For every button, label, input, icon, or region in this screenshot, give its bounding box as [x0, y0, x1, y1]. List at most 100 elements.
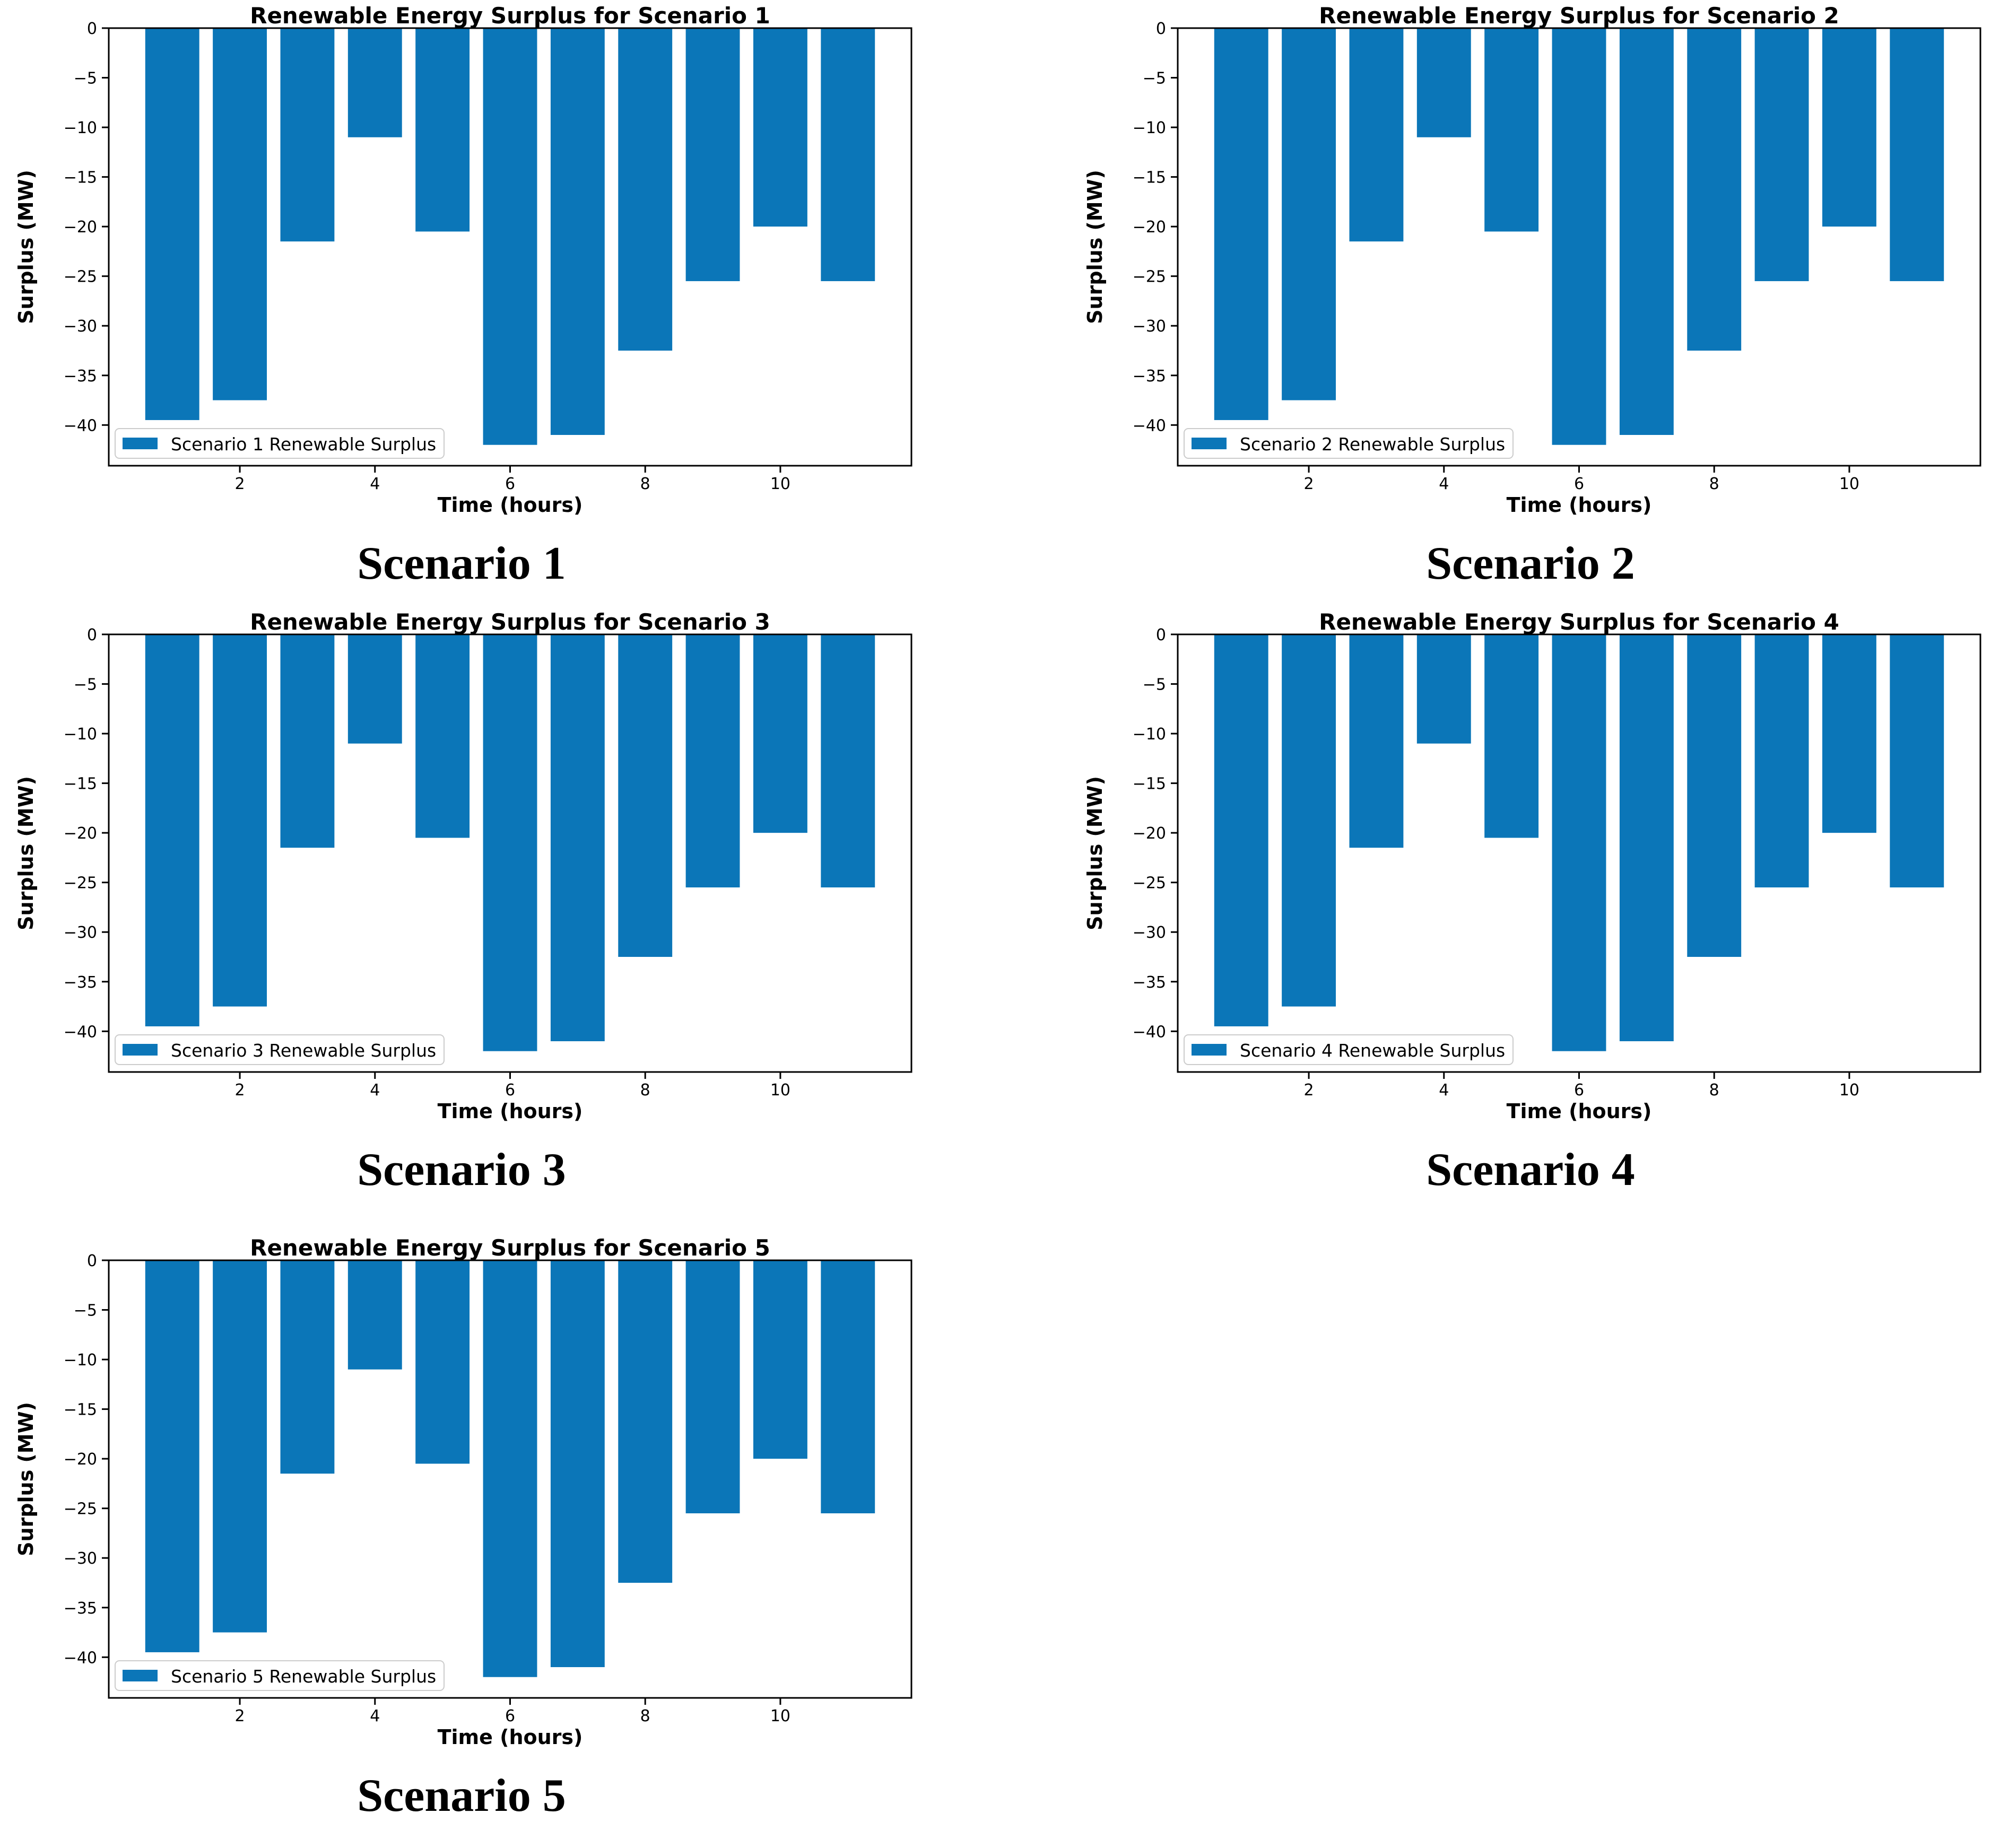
legend-label: Scenario 4 Renewable Surplus	[1240, 1040, 1505, 1061]
bar	[483, 634, 537, 1051]
y-tick-label: −35	[64, 1599, 97, 1618]
bar	[1619, 28, 1674, 435]
bar	[145, 28, 199, 420]
bar	[213, 28, 267, 400]
y-tick-label: −10	[1133, 119, 1166, 137]
y-tick-label: −25	[1133, 874, 1166, 893]
bar	[1687, 28, 1742, 351]
bar	[550, 634, 605, 1042]
y-tick-label: −5	[74, 1302, 97, 1320]
bar	[821, 634, 875, 888]
y-tick-label: −10	[64, 119, 97, 137]
bar	[685, 28, 740, 282]
scenario-3-panel: 2 4 6 8 10 0 −5 −10 −15 −20 −25 −30 −35 −40 Renewable …	[0, 606, 923, 1196]
x-tick-label: 2	[235, 1081, 245, 1100]
bar	[347, 634, 402, 744]
y-tick-label: 0	[87, 626, 97, 644]
y-tick-label: −40	[1133, 416, 1166, 435]
scenario-1-chart: 2 4 6 8 10 0 −5 −10 −15 −20 −25 −30 −35 −40 Renewable …	[0, 0, 923, 530]
y-tick-label: 0	[87, 20, 97, 38]
legend-box	[115, 428, 445, 459]
legend-swatch	[123, 1044, 158, 1056]
scenario-4-panel: 2 4 6 8 10 0 −5 −10 −15 −20 −25 −30 −35 −40 Renewable …	[1069, 606, 1991, 1196]
x-tick-label: 4	[370, 475, 380, 493]
x-tick-label: 6	[505, 1081, 515, 1100]
x-tick-label: 4	[1439, 1081, 1449, 1100]
x-tick-label: 8	[640, 475, 650, 493]
bar	[1687, 634, 1742, 957]
bar	[347, 28, 402, 137]
scenario-4-caption: Scenario 4	[1426, 1144, 1635, 1196]
x-tick-label: 4	[1439, 475, 1449, 493]
bar	[821, 28, 875, 282]
bar	[685, 1260, 740, 1514]
legend: Scenario 4 Renewable Surplus	[1184, 1034, 1514, 1065]
chart-title: Renewable Energy Surplus for Scenario 5	[250, 1235, 770, 1261]
legend-swatch	[1192, 438, 1227, 449]
y-tick-label: −35	[64, 973, 97, 992]
bars	[1214, 28, 1944, 445]
x-tick-label: 10	[770, 475, 790, 493]
bars	[145, 1260, 875, 1677]
x-tick-label: 8	[640, 1707, 650, 1725]
chart-svg: 2 4 6 8 10 0 −5 −10 −15 −20 −25 −30 −35 −40 Renewable …	[1083, 3, 1981, 517]
x-tick-label: 8	[640, 1081, 650, 1100]
bar	[618, 1260, 673, 1583]
y-tick-label: −15	[1133, 775, 1166, 794]
bar	[618, 634, 673, 957]
bar	[415, 634, 470, 838]
y-tick-label: −40	[1133, 1023, 1166, 1041]
bar	[483, 28, 537, 445]
x-tick-label: 8	[1709, 475, 1719, 493]
bar	[821, 1260, 875, 1514]
bar	[145, 1260, 199, 1652]
y-tick-label: −25	[64, 874, 97, 893]
chart-title: Renewable Energy Surplus for Scenario 1	[250, 3, 770, 29]
bar	[213, 634, 267, 1007]
bars	[1214, 634, 1944, 1051]
x-tick-label: 6	[505, 475, 515, 493]
scenario-2-chart: 2 4 6 8 10 0 −5 −10 −15 −20 −25 −30 −35 −40 Renewable …	[1069, 0, 1991, 530]
bar	[1214, 28, 1268, 420]
x-axis-label: Time (hours)	[1507, 1100, 1652, 1123]
legend: Scenario 3 Renewable Surplus	[115, 1034, 445, 1065]
x-tick-label: 10	[770, 1707, 790, 1725]
y-tick-label: 0	[1156, 20, 1166, 38]
y-axis-label: Surplus (MW)	[1083, 776, 1107, 930]
y-tick-label: −40	[64, 1023, 97, 1041]
legend-swatch	[123, 438, 158, 449]
y-tick-label: −5	[1143, 69, 1166, 88]
bar	[1416, 28, 1471, 137]
bar	[550, 1260, 605, 1668]
scenario-5-chart: 2 4 6 8 10 0 −5 −10 −15 −20 −25 −30 −35 −40 Renewable …	[0, 1232, 923, 1763]
y-tick-label: −15	[64, 1401, 97, 1419]
y-tick-label: −25	[1133, 268, 1166, 286]
x-tick-label: 6	[1574, 1081, 1584, 1100]
y-tick-label: −20	[64, 1450, 97, 1469]
y-tick-label: −40	[64, 1649, 97, 1667]
x-axis-label: Time (hours)	[1507, 493, 1652, 517]
y-tick-label: −10	[64, 1351, 97, 1370]
y-tick-label: 0	[1156, 626, 1166, 644]
bar	[415, 28, 470, 232]
y-tick-label: −5	[74, 676, 97, 694]
y-tick-label: −20	[1133, 218, 1166, 237]
scenario-5-caption: Scenario 5	[357, 1770, 566, 1821]
bar	[1484, 28, 1539, 232]
bar	[753, 634, 807, 833]
bar	[1484, 634, 1539, 838]
scenario-1-panel: 2 4 6 8 10 0 −5 −10 −15 −20 −25 −30 −35 −40 Renewable …	[0, 0, 923, 589]
bar	[1822, 634, 1876, 833]
scenario-4-chart: 2 4 6 8 10 0 −5 −10 −15 −20 −25 −30 −35 −40 Renewable …	[1069, 606, 1991, 1137]
bar	[280, 28, 335, 242]
legend-label: Scenario 1 Renewable Surplus	[171, 434, 436, 455]
scenario-1-caption: Scenario 1	[357, 538, 566, 589]
y-tick-label: −15	[64, 169, 97, 187]
bar	[1214, 634, 1268, 1026]
x-tick-label: 2	[1304, 1081, 1314, 1100]
bar	[1282, 28, 1336, 400]
bar	[1282, 634, 1336, 1007]
bar	[1754, 634, 1809, 888]
x-tick-label: 10	[1839, 1081, 1859, 1100]
legend-box	[1184, 428, 1514, 459]
